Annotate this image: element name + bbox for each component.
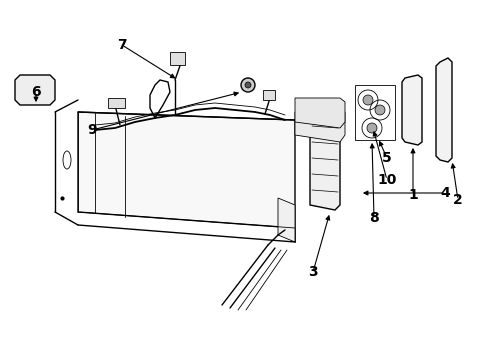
Text: 9: 9 <box>87 123 97 137</box>
Text: 3: 3 <box>308 265 318 279</box>
Polygon shape <box>15 75 55 105</box>
Text: 2: 2 <box>453 193 463 207</box>
Polygon shape <box>170 52 185 65</box>
Text: 5: 5 <box>382 151 392 165</box>
Text: 4: 4 <box>440 186 450 200</box>
Polygon shape <box>278 198 295 242</box>
Text: 10: 10 <box>377 173 397 187</box>
Circle shape <box>367 123 377 133</box>
Polygon shape <box>310 100 340 210</box>
Polygon shape <box>108 98 125 108</box>
Polygon shape <box>436 58 452 162</box>
Polygon shape <box>78 112 295 228</box>
Polygon shape <box>295 112 345 142</box>
Circle shape <box>363 95 373 105</box>
Polygon shape <box>295 98 345 128</box>
Circle shape <box>245 82 251 88</box>
Polygon shape <box>263 90 275 100</box>
Text: 7: 7 <box>117 38 127 52</box>
Circle shape <box>375 105 385 115</box>
Polygon shape <box>402 75 422 145</box>
Text: 1: 1 <box>408 188 418 202</box>
Circle shape <box>241 78 255 92</box>
Text: 6: 6 <box>31 85 41 99</box>
Text: 8: 8 <box>369 211 379 225</box>
